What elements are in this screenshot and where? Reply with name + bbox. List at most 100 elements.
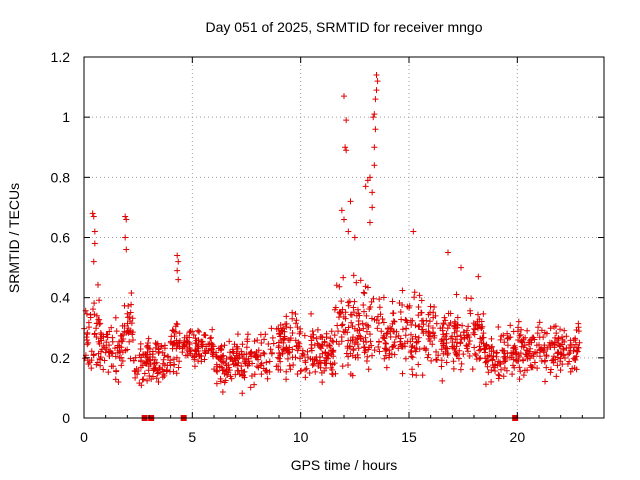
data-point — [219, 353, 226, 360]
data-point — [452, 325, 459, 332]
data-point — [408, 347, 415, 354]
data-point — [136, 352, 143, 359]
data-point — [330, 353, 337, 360]
data-point — [360, 325, 367, 332]
data-point — [191, 363, 198, 370]
data-point — [292, 354, 299, 361]
data-point — [141, 370, 148, 377]
data-point — [369, 189, 376, 196]
data-point — [130, 357, 137, 364]
data-point — [159, 374, 166, 381]
data-point — [534, 365, 541, 372]
data-point — [376, 304, 383, 311]
data-point — [368, 352, 375, 359]
data-point — [463, 345, 470, 352]
data-point — [269, 349, 276, 356]
data-point — [502, 358, 509, 365]
data-point — [463, 342, 470, 349]
data-point — [112, 314, 119, 321]
data-point — [449, 339, 456, 346]
data-point — [234, 355, 241, 362]
data-point — [321, 338, 328, 345]
data-point — [566, 344, 573, 351]
data-point — [508, 349, 515, 356]
data-point — [572, 354, 579, 361]
data-point — [517, 350, 524, 357]
data-point — [96, 321, 103, 328]
data-point — [94, 281, 101, 288]
data-point — [363, 328, 370, 335]
data-point — [564, 360, 571, 367]
data-point — [85, 339, 92, 346]
data-point — [368, 315, 375, 322]
data-point — [252, 352, 259, 359]
data-point — [555, 335, 562, 342]
data-point — [247, 384, 254, 391]
data-point — [175, 364, 182, 371]
data-point — [112, 376, 119, 383]
data-point — [415, 361, 422, 368]
data-point — [261, 336, 268, 343]
data-point — [516, 364, 523, 371]
data-point — [275, 363, 282, 370]
data-point — [551, 344, 558, 351]
data-point — [345, 353, 352, 360]
data-point — [184, 346, 191, 353]
data-point — [159, 366, 166, 373]
data-point — [301, 332, 308, 339]
data-point — [135, 367, 142, 374]
data-point — [369, 204, 376, 211]
data-point — [289, 330, 296, 337]
data-point — [258, 371, 265, 378]
data-point — [240, 372, 247, 379]
data-point — [470, 329, 477, 336]
data-point — [153, 375, 160, 382]
data-point — [411, 294, 418, 301]
data-point — [325, 352, 332, 359]
data-point — [104, 334, 111, 341]
data-point — [164, 366, 171, 373]
data-point — [512, 351, 519, 358]
data-point — [159, 349, 166, 356]
data-point — [281, 335, 288, 342]
data-point — [349, 372, 356, 379]
data-point — [138, 382, 145, 389]
data-point — [508, 354, 515, 361]
data-point — [176, 330, 183, 337]
data-point — [289, 315, 296, 322]
data-point — [476, 316, 483, 323]
data-point — [374, 78, 381, 85]
data-point — [333, 282, 340, 289]
data-point — [409, 371, 416, 378]
data-point — [520, 336, 527, 343]
data-point — [546, 339, 553, 346]
data-point — [420, 317, 427, 324]
data-point — [366, 331, 373, 338]
data-point — [210, 343, 217, 350]
data-point — [557, 355, 564, 362]
data-point — [318, 333, 325, 340]
data-point — [196, 328, 203, 335]
data-point — [431, 303, 438, 310]
data-point — [275, 344, 282, 351]
data-point — [171, 333, 178, 340]
data-point — [542, 357, 549, 364]
data-point — [426, 309, 433, 316]
data-point — [432, 312, 439, 319]
data-point — [536, 353, 543, 360]
data-point — [463, 332, 470, 339]
data-point — [426, 318, 433, 325]
data-point — [459, 322, 466, 329]
data-point — [445, 249, 451, 256]
data-point — [146, 372, 153, 379]
data-point — [149, 373, 156, 380]
data-point — [102, 349, 109, 356]
data-point — [478, 325, 485, 332]
data-point — [239, 341, 246, 348]
data-point — [173, 354, 180, 361]
data-point — [485, 369, 492, 376]
data-point — [277, 321, 284, 328]
data-point — [251, 338, 258, 345]
data-point — [418, 326, 425, 333]
data-point — [183, 332, 190, 339]
